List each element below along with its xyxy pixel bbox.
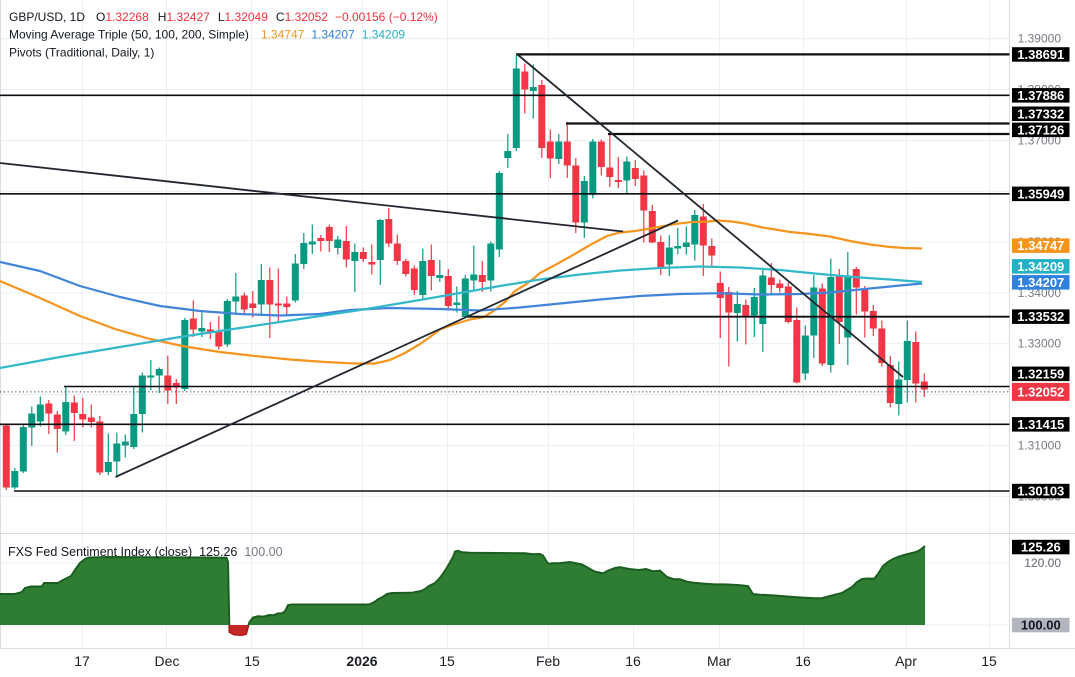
svg-text:FXS Fed Sentiment Index (close: FXS Fed Sentiment Index (close) 125.26 100… [8, 545, 283, 559]
svg-text:Pivots (Traditional, Daily, 1): Pivots (Traditional, Daily, 1) [9, 46, 154, 60]
svg-text:1.37332: 1.37332 [1017, 106, 1064, 121]
svg-text:2026: 2026 [346, 653, 377, 669]
svg-text:1.34207: 1.34207 [1017, 275, 1064, 290]
svg-text:1.31415: 1.31415 [1017, 417, 1064, 432]
svg-text:1.32052: 1.32052 [1017, 384, 1064, 399]
svg-text:1.33000: 1.33000 [1018, 337, 1062, 351]
svg-text:Moving Average Triple (50, 100: Moving Average Triple (50, 100, 200, Sim… [9, 28, 405, 42]
svg-text:Dec: Dec [155, 653, 180, 669]
svg-text:1.39000: 1.39000 [1018, 32, 1062, 46]
svg-text:16: 16 [625, 653, 641, 669]
svg-text:120.00: 120.00 [1024, 556, 1061, 570]
svg-text:15: 15 [981, 653, 997, 669]
svg-text:1.37886: 1.37886 [1017, 88, 1064, 103]
svg-text:Apr: Apr [895, 653, 917, 669]
svg-text:15: 15 [244, 653, 260, 669]
svg-text:1.32159: 1.32159 [1017, 366, 1064, 381]
svg-text:1.34747: 1.34747 [1017, 238, 1064, 253]
svg-text:125.26: 125.26 [1021, 540, 1061, 555]
svg-text:1.34209: 1.34209 [1017, 259, 1064, 274]
svg-text:1.30103: 1.30103 [1017, 484, 1064, 499]
svg-text:120.00: 120.00 [1024, 556, 1061, 570]
svg-text:16: 16 [795, 653, 811, 669]
svg-text:17: 17 [74, 653, 90, 669]
svg-text:15: 15 [439, 653, 455, 669]
svg-text:Feb: Feb [536, 653, 560, 669]
svg-text:1.31000: 1.31000 [1018, 438, 1062, 452]
svg-text:1.38691: 1.38691 [1017, 47, 1064, 62]
svg-text:1.37126: 1.37126 [1017, 122, 1064, 137]
svg-text:Mar: Mar [707, 653, 731, 669]
svg-text:100.00: 100.00 [1021, 618, 1061, 633]
svg-text:1.33532: 1.33532 [1017, 309, 1064, 324]
svg-text:1.35949: 1.35949 [1017, 186, 1064, 201]
